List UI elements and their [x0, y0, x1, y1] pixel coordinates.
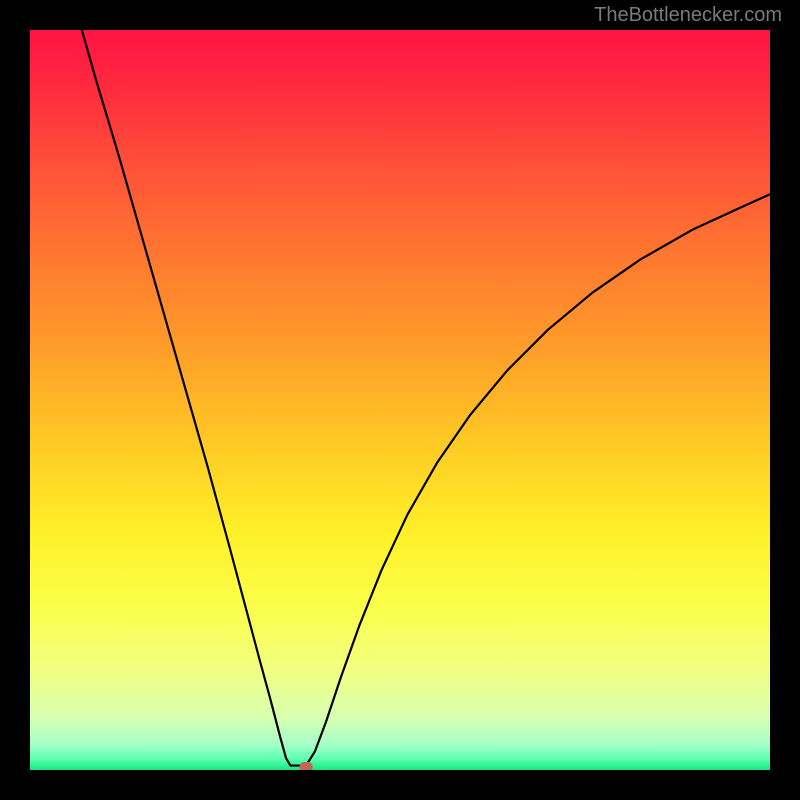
chart-plot-area [30, 30, 770, 770]
minimum-marker [300, 763, 312, 770]
bottleneck-chart [30, 30, 770, 770]
chart-background [30, 30, 770, 770]
watermark-text: TheBottlenecker.com [594, 4, 782, 27]
